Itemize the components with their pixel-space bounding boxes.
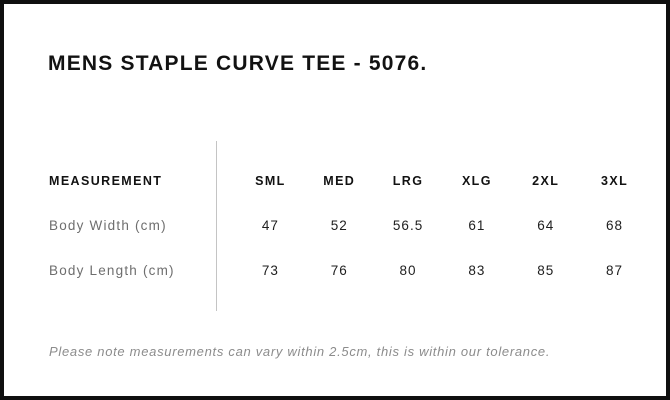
value-cell: 76 — [330, 263, 348, 278]
tolerance-note: Please note measurements can vary within… — [49, 344, 551, 359]
value-cell: 73 — [261, 263, 279, 278]
size-header-3xl: 3XL — [600, 173, 629, 188]
value-cell: 85 — [537, 263, 555, 278]
value-cell: 47 — [261, 218, 279, 233]
table-header-row: MEASUREMENT SML MED LRG XLG 2XL 3XL — [49, 158, 649, 203]
size-header-med: MED — [323, 173, 356, 188]
value-cell: 87 — [606, 263, 624, 278]
row-label-body-length: Body Length (cm) — [49, 263, 175, 278]
value-cell: 80 — [399, 263, 417, 278]
page-title: MENS STAPLE CURVE TEE - 5076. — [48, 52, 428, 75]
row-label-body-width: Body Width (cm) — [49, 218, 167, 233]
measurement-header: MEASUREMENT — [49, 173, 163, 188]
size-header-2xl: 2XL — [532, 173, 560, 188]
value-cell: 52 — [330, 218, 348, 233]
table-row-body-width: Body Width (cm) 47 52 56.5 61 64 68 — [49, 203, 649, 248]
value-cell: 68 — [606, 218, 624, 233]
size-header-lrg: LRG — [392, 173, 424, 188]
size-table: MEASUREMENT SML MED LRG XLG 2XL 3XL Body… — [49, 141, 649, 293]
value-cell: 83 — [468, 263, 486, 278]
size-header-xlg: XLG — [461, 173, 492, 188]
size-header-sml: SML — [255, 173, 286, 188]
table-divider — [216, 141, 217, 311]
value-cell: 64 — [537, 218, 555, 233]
value-cell: 61 — [468, 218, 486, 233]
value-cell: 56.5 — [392, 218, 424, 233]
table-row-body-length: Body Length (cm) 73 76 80 83 85 87 — [49, 248, 649, 293]
